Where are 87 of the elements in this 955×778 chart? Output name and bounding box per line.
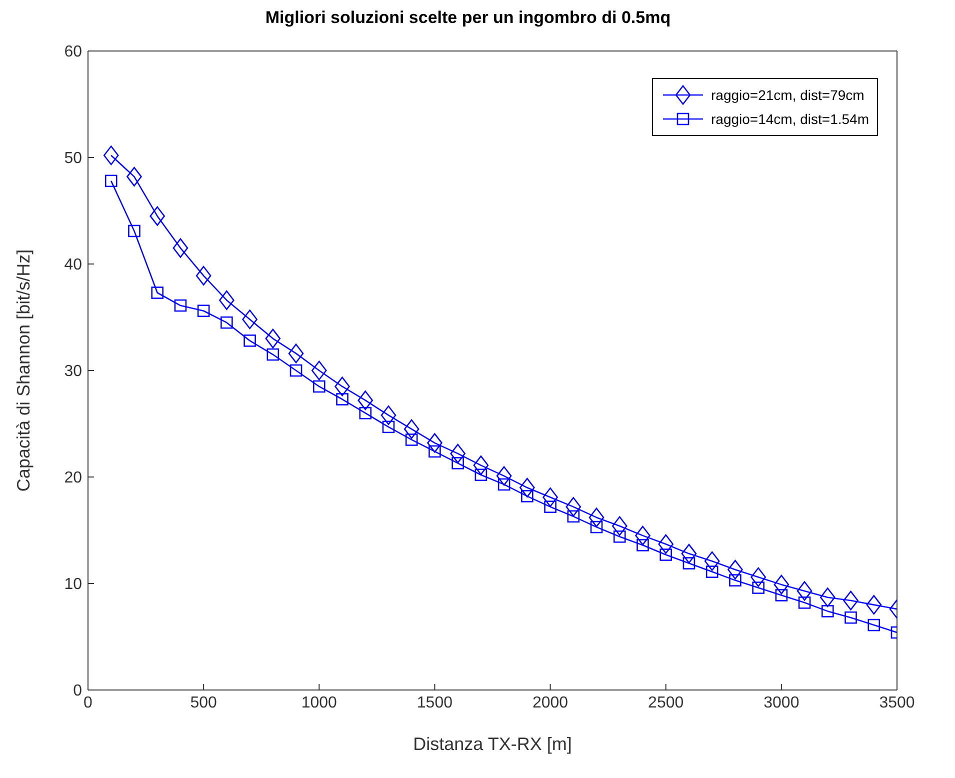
point: [473, 456, 489, 476]
x-tick-label: 500: [190, 694, 218, 712]
point: [197, 304, 210, 318]
point: [567, 510, 580, 523]
point: [866, 595, 882, 615]
point: [798, 596, 811, 609]
point: [358, 390, 374, 410]
point: [380, 405, 396, 425]
point: [820, 588, 836, 608]
point: [498, 478, 510, 491]
point: [266, 348, 280, 361]
point: [151, 286, 164, 299]
point: [774, 574, 790, 594]
point: [404, 419, 420, 439]
point: [844, 611, 857, 624]
point: [359, 406, 372, 420]
point: [452, 457, 464, 470]
point: [590, 520, 603, 534]
y-tick-label: 0: [73, 682, 82, 700]
point: [474, 468, 488, 482]
point: [196, 266, 212, 286]
point: [635, 526, 650, 546]
point: [265, 328, 281, 348]
point: [311, 360, 327, 380]
point: [336, 393, 348, 406]
point: [496, 466, 512, 486]
point: [290, 364, 302, 377]
point: [542, 487, 558, 507]
y-tick-label: 20: [64, 470, 82, 487]
point: [104, 174, 118, 188]
point: [868, 618, 880, 632]
point: [128, 224, 140, 238]
x-tick-label: 2000: [532, 694, 568, 712]
x-tick-label: 1500: [416, 694, 453, 712]
x-tick-label: 2500: [648, 694, 684, 712]
chart-title: Migliori soluzioni scelte per un ingombro di 0.5mq: [264, 8, 672, 29]
point: [172, 238, 188, 258]
point: [520, 478, 535, 498]
point: [219, 290, 234, 310]
point: [796, 581, 812, 601]
x-tick-label: 3000: [764, 694, 800, 712]
point: [521, 490, 534, 502]
point: [636, 539, 649, 552]
y-tick-label: 30: [64, 363, 82, 380]
legend-label: raggio=21cm, dist=79cm: [711, 87, 864, 103]
point: [729, 574, 742, 586]
point: [334, 376, 350, 396]
point: [613, 530, 626, 543]
point: [126, 166, 142, 186]
point: [704, 551, 720, 571]
legend-label: raggio=14cm, dist=1.54m: [711, 111, 869, 127]
point: [682, 557, 696, 570]
point: [428, 445, 441, 458]
point: [242, 310, 258, 330]
point: [658, 534, 674, 554]
point: [843, 590, 858, 610]
point: [427, 433, 442, 453]
y-axis-title: Capacità di Shannon [bit/s/Hz]: [13, 249, 34, 492]
y-tick-label: 40: [64, 256, 82, 274]
point: [220, 316, 233, 329]
y-tick-label: 10: [64, 576, 82, 594]
point: [450, 444, 466, 464]
point: [244, 334, 256, 347]
point: [150, 206, 165, 226]
x-axis-title: Distanza TX-RX [m]: [413, 734, 572, 754]
point: [588, 508, 604, 528]
point: [752, 582, 764, 594]
point: [103, 146, 119, 166]
point: [544, 500, 556, 513]
point: [288, 344, 304, 364]
point: [174, 299, 187, 312]
point: [750, 567, 766, 587]
point: [405, 434, 418, 446]
y-tick-label: 50: [64, 150, 82, 168]
point: [775, 589, 788, 602]
y-tick-label: 60: [64, 44, 82, 61]
point: [612, 516, 628, 536]
point: [382, 420, 395, 434]
point: [681, 544, 697, 564]
point: [706, 566, 718, 578]
x-tick-label: 3500: [879, 694, 915, 712]
point: [312, 380, 326, 393]
point: [660, 548, 672, 561]
point: [566, 497, 582, 517]
x-tick-label: 1000: [301, 694, 338, 712]
point: [822, 605, 834, 618]
point: [728, 560, 743, 580]
